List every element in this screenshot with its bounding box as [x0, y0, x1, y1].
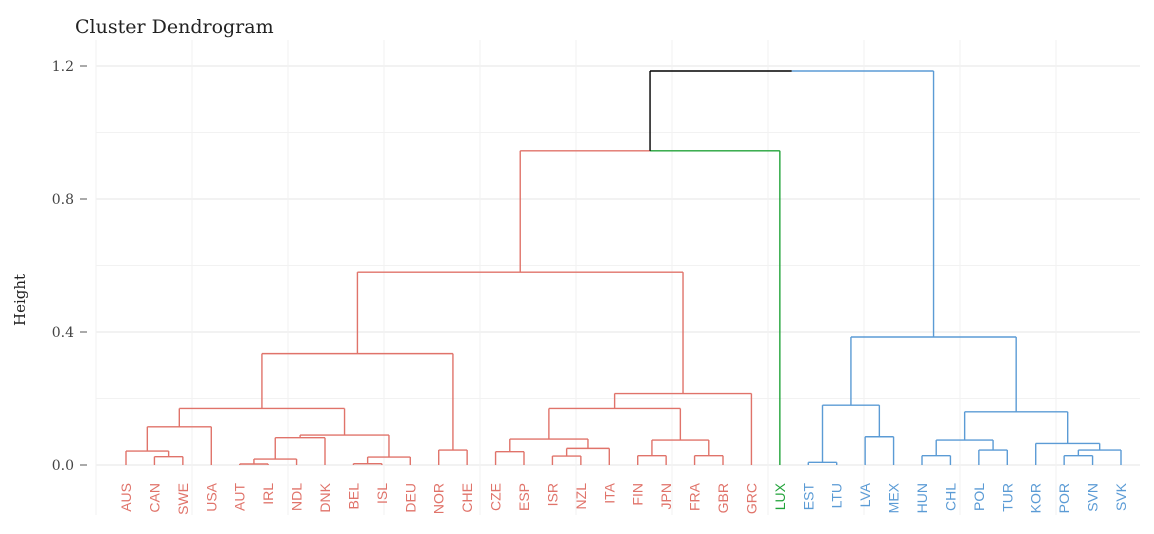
grid: [95, 40, 1140, 515]
y-tick-label: 1.2: [52, 59, 74, 75]
leaf-label-dnk: DNK: [317, 482, 333, 512]
leaf-label-swe: SWE: [175, 483, 191, 515]
leaf-label-fin: FIN: [630, 483, 646, 506]
leaf-label-isr: ISR: [544, 483, 560, 506]
y-tick-label: 0.4: [52, 325, 74, 341]
leaf-label-lva: LVA: [857, 482, 873, 507]
leaf-label-gbr: GBR: [715, 483, 731, 513]
leaf-label-irl: IRL: [260, 483, 276, 505]
leaf-label-ndl: NDL: [289, 483, 305, 511]
leaf-label-grc: GRC: [743, 483, 759, 514]
leaf-label-pol: POL: [971, 483, 987, 511]
leaf-label-deu: DEU: [402, 483, 418, 513]
leaf-label-tur: TUR: [999, 483, 1015, 512]
leaf-label-nor: NOR: [431, 483, 447, 514]
leaf-label-svk: SVK: [1113, 482, 1129, 511]
leaf-label-mex: MEX: [886, 482, 902, 513]
leaf-label-fra: FRA: [687, 482, 703, 511]
chart-title: Cluster Dendrogram: [75, 16, 274, 38]
leaf-label-por: POR: [1056, 483, 1072, 513]
leaf-label-aut: AUT: [232, 483, 248, 511]
leaf-label-ltu: LTU: [829, 483, 845, 508]
leaf-label-usa: USA: [203, 482, 219, 511]
leaf-label-cze: CZE: [488, 483, 504, 511]
dendrogram-branches: [125, 70, 1122, 465]
leaf-label-nzl: NZL: [573, 483, 589, 510]
leaf-label-jpn: JPN: [658, 483, 674, 509]
leaf-label-can: CAN: [146, 483, 162, 513]
leaf-label-lux: LUX: [772, 482, 788, 510]
y-tick-label: 0.8: [52, 192, 74, 208]
y-axis-ticks: 0.0 0.4 0.8 1.2: [52, 59, 87, 474]
leaf-labels: AUS CAN SWE USA AUT IRL NDL DNK BEL ISL DEU NOR CHE C…: [118, 482, 1129, 515]
leaf-label-est: EST: [800, 483, 816, 511]
leaf-label-chl: CHL: [942, 483, 958, 511]
leaf-label-che: CHE: [459, 483, 475, 513]
leaf-label-aus: AUS: [118, 483, 134, 512]
leaf-label-kor: KOR: [1028, 483, 1044, 513]
leaf-label-esp: ESP: [516, 483, 532, 511]
leaf-label-bel: BEL: [345, 483, 361, 510]
y-axis-label: Height: [11, 274, 29, 326]
leaf-label-isl: ISL: [374, 483, 390, 504]
leaf-label-svn: SVN: [1085, 483, 1101, 512]
y-tick-label: 0.0: [52, 458, 74, 474]
leaf-label-ita: ITA: [601, 482, 617, 503]
leaf-label-hun: HUN: [914, 483, 930, 513]
